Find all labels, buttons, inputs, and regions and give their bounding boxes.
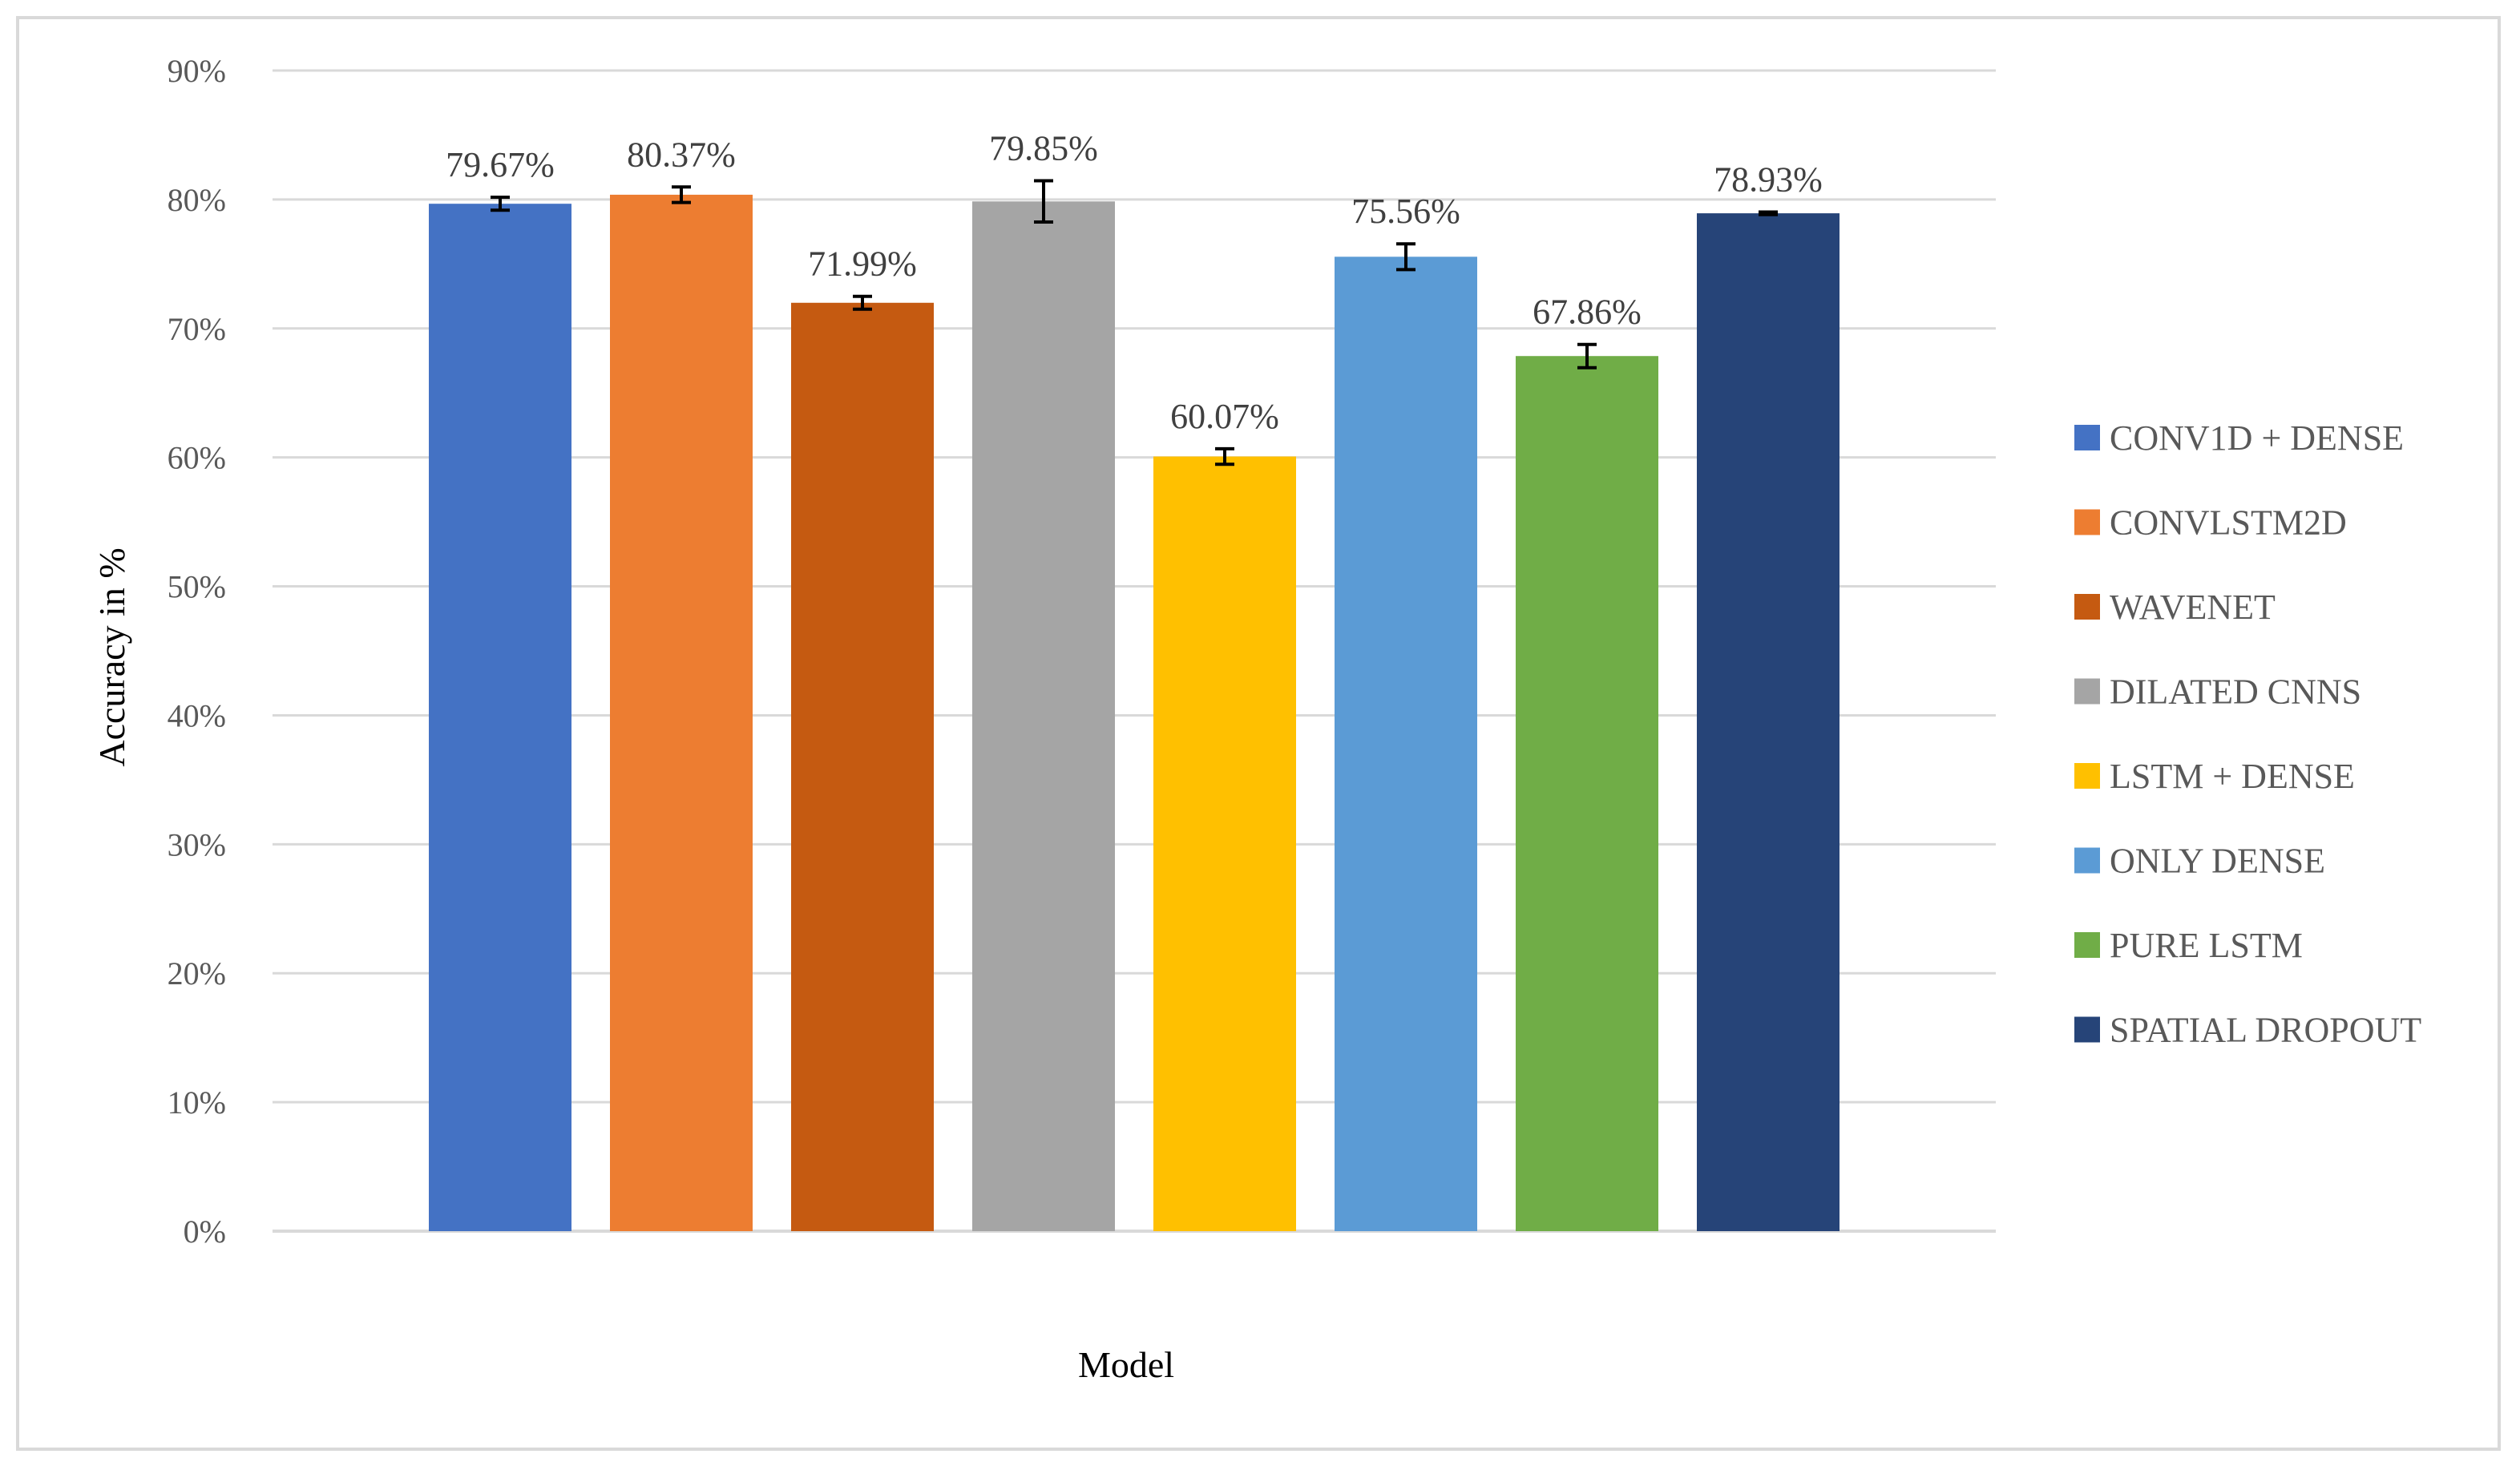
legend-swatch xyxy=(2074,932,2100,958)
legend-swatch xyxy=(2074,847,2100,874)
bar xyxy=(429,204,571,1231)
data-label: 60.07% xyxy=(1170,397,1279,436)
data-labels: 79.67% 80.37% 71.99% 79.85% 60.07% 75.56% 67.8… xyxy=(446,129,1823,436)
data-label: 78.93% xyxy=(1714,160,1823,199)
y-axis-ticks: 0% 10% 20% 30% 40% 50% 60% 70% 80% 90% xyxy=(168,53,226,1250)
y-tick-label: 0% xyxy=(184,1214,226,1250)
y-tick-label: 70% xyxy=(168,311,226,347)
legend: CONV1D + DENSE CONVLSTM2D WAVENET DILATED C… xyxy=(2074,418,2421,1050)
legend-item-label: PURE LSTM xyxy=(2110,926,2303,965)
legend-item-label: WAVENET xyxy=(2110,588,2276,627)
data-label: 75.56% xyxy=(1351,192,1460,231)
bar xyxy=(1697,213,1840,1231)
legend-item-label: SPATIAL DROPOUT xyxy=(2110,1011,2421,1050)
legend-item-label: CONV1D + DENSE xyxy=(2110,418,2404,458)
y-tick-label: 50% xyxy=(168,569,226,605)
y-tick-label: 10% xyxy=(168,1084,226,1121)
bar xyxy=(791,302,934,1232)
y-tick-label: 20% xyxy=(168,955,226,991)
bar xyxy=(1335,256,1477,1232)
y-tick-label: 30% xyxy=(168,826,226,862)
legend-swatch xyxy=(2074,594,2100,620)
y-axis-title: Accuracy in % xyxy=(91,547,132,766)
error-bars xyxy=(491,179,1778,466)
data-label: 79.85% xyxy=(989,129,1098,168)
legend-item-label: ONLY DENSE xyxy=(2110,842,2325,881)
legend-swatch xyxy=(2074,425,2100,450)
legend-item-label: CONVLSTM2D xyxy=(2110,503,2347,543)
legend-item-label: DILATED CNNS xyxy=(2110,672,2361,712)
legend-item-label: LSTM + DENSE xyxy=(2110,757,2355,796)
data-label: 79.67% xyxy=(446,145,555,184)
y-tick-label: 90% xyxy=(168,53,226,89)
bar xyxy=(972,201,1115,1231)
legend-swatch xyxy=(2074,1016,2100,1043)
legend-swatch xyxy=(2074,509,2100,535)
bar xyxy=(1516,356,1658,1231)
legend-swatch xyxy=(2074,763,2100,789)
data-label: 67.86% xyxy=(1533,293,1642,332)
y-tick-label: 40% xyxy=(168,697,226,733)
data-label: 80.37% xyxy=(627,135,736,174)
y-tick-label: 80% xyxy=(168,182,226,218)
bar xyxy=(1153,456,1296,1231)
y-tick-label: 60% xyxy=(168,440,226,476)
bar xyxy=(610,194,753,1231)
data-label: 71.99% xyxy=(808,244,917,284)
x-axis-title: Model xyxy=(1078,1344,1174,1385)
legend-swatch xyxy=(2074,678,2100,705)
bars xyxy=(429,194,1840,1232)
